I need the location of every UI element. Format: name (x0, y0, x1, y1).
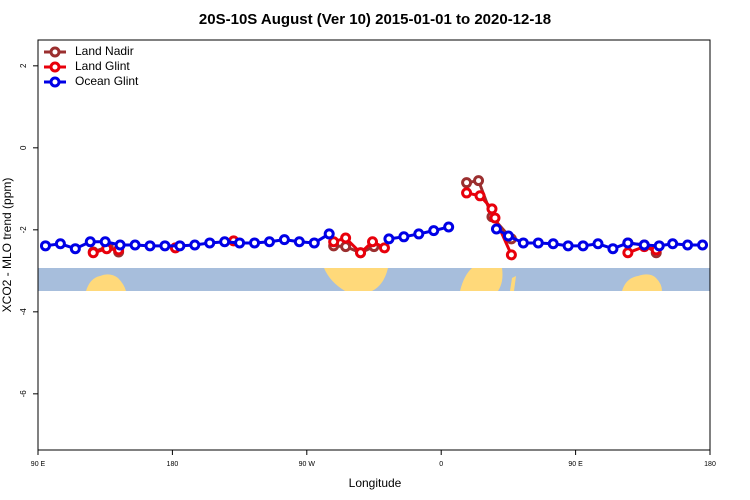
data-point (502, 230, 514, 242)
data-point (340, 241, 352, 253)
x-tick-label: 180 (167, 461, 179, 468)
data-point (638, 239, 650, 251)
x-tick-label: 90 W (299, 461, 316, 468)
data-point (461, 187, 473, 199)
data-point (39, 240, 51, 252)
y-tick-label: -2 (19, 226, 28, 234)
data-point (473, 175, 485, 187)
data-point (607, 243, 619, 255)
x-tick-label: 0 (439, 461, 443, 468)
legend-marker (49, 46, 61, 58)
x-tick-label: 90 E (568, 461, 583, 468)
data-point (174, 240, 186, 252)
data-point (398, 231, 410, 243)
data-point (355, 247, 367, 259)
legend-label: Land Nadir (75, 44, 134, 58)
data-point (69, 243, 81, 255)
data-point (474, 190, 486, 202)
data-point (114, 239, 126, 251)
data-point (249, 237, 261, 249)
x-tick-label: 90 E (31, 461, 46, 468)
data-point (323, 228, 335, 240)
data-point (653, 240, 665, 252)
data-point (490, 223, 502, 235)
data-point (293, 236, 305, 248)
y-axis-label: XCO2 - MLO trend (ppm) (0, 178, 14, 313)
plot-frame (37, 39, 711, 451)
data-point (413, 228, 425, 240)
data-point (383, 233, 395, 245)
legend-marker (49, 76, 61, 88)
y-tick-label: -4 (19, 308, 28, 316)
data-point (159, 240, 171, 252)
data-point (622, 247, 634, 259)
y-tick-label: 2 (19, 63, 28, 68)
data-point (204, 237, 216, 249)
x-axis-label: Longitude (349, 476, 402, 490)
data-point (592, 238, 604, 250)
data-point (697, 239, 709, 251)
data-point (461, 177, 473, 189)
data-point (278, 234, 290, 246)
chart-title: 20S-10S August (Ver 10) 2015-01-01 to 20… (199, 11, 551, 28)
data-point (144, 240, 156, 252)
data-point (443, 221, 455, 233)
data-point (99, 236, 111, 248)
legend-label: Ocean Glint (75, 74, 139, 88)
data-point (505, 249, 517, 261)
data-point (234, 237, 246, 249)
data-point (517, 237, 529, 249)
data-point (489, 212, 501, 224)
y-tick-label: -6 (19, 390, 28, 398)
x-tick-label: 180 (704, 461, 716, 468)
data-point (129, 239, 141, 251)
data-point (84, 236, 96, 248)
data-point (87, 247, 99, 259)
data-point (367, 236, 379, 248)
map-strip (38, 268, 710, 291)
data-point (622, 237, 634, 249)
data-point (667, 238, 679, 250)
data-point (189, 239, 201, 251)
data-point (428, 225, 440, 237)
data-point (263, 236, 275, 248)
data-point (378, 242, 390, 254)
legend-label: Land Glint (75, 59, 130, 73)
data-point (219, 236, 231, 248)
data-point (308, 237, 320, 249)
data-point (532, 237, 544, 249)
y-tick-label: 0 (19, 145, 28, 150)
data-point (54, 238, 66, 250)
data-point (328, 236, 340, 248)
data-point (486, 203, 498, 215)
data-point (577, 240, 589, 252)
data-point (562, 240, 574, 252)
legend-marker (49, 61, 61, 73)
data-point (340, 232, 352, 244)
data-point (682, 239, 694, 251)
data-point (547, 238, 559, 250)
